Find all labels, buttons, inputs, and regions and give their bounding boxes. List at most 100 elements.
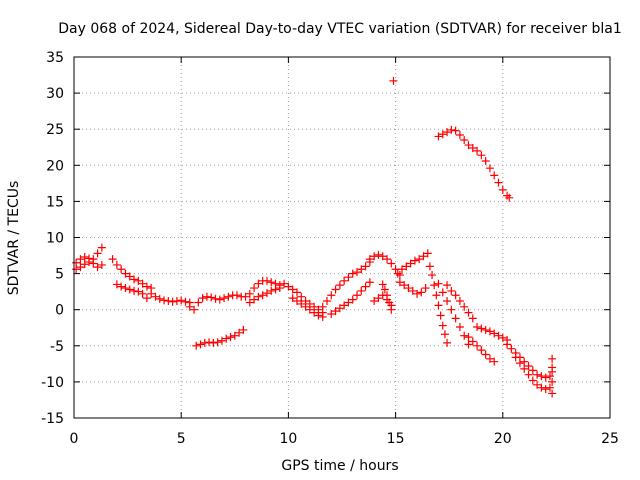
y-tick-label: -10 xyxy=(41,375,64,391)
data-point xyxy=(468,143,477,152)
data-point xyxy=(447,286,456,295)
data-point xyxy=(481,156,490,165)
y-tick-label: 25 xyxy=(46,122,64,138)
data-point xyxy=(398,265,407,274)
data-point xyxy=(198,294,207,303)
series-seg-5.4-7.8 xyxy=(185,291,246,314)
series-seg-18.6-19.6-sink xyxy=(464,333,499,366)
data-point xyxy=(548,377,557,386)
series-seg-14.9-outlier xyxy=(389,76,398,85)
data-point xyxy=(473,146,482,155)
data-point xyxy=(447,125,456,134)
data-point xyxy=(520,357,529,366)
data-point xyxy=(97,243,106,252)
data-point xyxy=(226,333,235,342)
x-tick-label: 25 xyxy=(601,431,619,447)
data-point xyxy=(217,336,226,345)
y-tick-label: 10 xyxy=(46,231,64,247)
data-point xyxy=(503,191,512,200)
y-tick-label: 20 xyxy=(46,158,64,174)
data-point xyxy=(387,259,396,268)
x-axis-label: GPS time / hours xyxy=(281,458,398,474)
data-point xyxy=(477,346,486,355)
data-point xyxy=(490,329,499,338)
data-point xyxy=(254,279,263,288)
series-seg-17-18.6-upper xyxy=(443,281,477,323)
y-tick-label: 5 xyxy=(55,267,64,283)
data-point xyxy=(548,354,557,363)
data-point xyxy=(232,291,241,300)
data-point xyxy=(468,314,477,323)
data-point xyxy=(365,278,374,287)
data-point xyxy=(485,164,494,173)
data-point xyxy=(505,193,514,202)
data-point xyxy=(425,262,434,271)
data-point xyxy=(434,132,443,141)
data-point xyxy=(485,354,494,363)
series-seg-8-9.6 xyxy=(241,276,284,301)
data-point xyxy=(138,279,147,288)
data-point xyxy=(297,299,306,308)
data-point xyxy=(164,297,173,306)
data-point xyxy=(404,284,413,293)
data-point xyxy=(292,297,301,306)
data-point xyxy=(447,305,456,314)
data-point xyxy=(533,380,542,389)
data-point xyxy=(507,344,516,353)
data-point xyxy=(185,302,194,311)
data-point xyxy=(207,293,216,302)
data-point xyxy=(548,363,557,372)
data-point xyxy=(455,130,464,139)
y-tick-label: 30 xyxy=(46,86,64,102)
data-point xyxy=(348,269,357,278)
data-point xyxy=(455,297,464,306)
data-point xyxy=(370,297,379,306)
data-point xyxy=(406,259,415,268)
data-point xyxy=(239,325,248,334)
data-point xyxy=(464,308,473,317)
data-point xyxy=(460,136,469,145)
data-point xyxy=(443,128,452,137)
data-point xyxy=(524,362,533,371)
data-point xyxy=(117,265,126,274)
data-point xyxy=(93,263,102,272)
data-point xyxy=(89,259,98,268)
data-point xyxy=(250,284,259,293)
x-tick-label: 10 xyxy=(279,431,297,447)
series-seg-3.6-5.4 xyxy=(147,289,194,307)
series-seg-20.6-22.2-lower xyxy=(511,353,554,394)
data-point xyxy=(357,265,366,274)
data-point xyxy=(428,271,437,280)
data-point xyxy=(353,291,362,300)
data-point xyxy=(410,256,419,265)
data-point xyxy=(134,276,143,285)
data-point xyxy=(301,302,310,311)
x-axis-ticks: 0 5 10 15 20 25 xyxy=(70,57,619,447)
y-axis-label: SDTVAR / TECUs xyxy=(6,181,22,296)
data-point xyxy=(421,284,430,293)
data-point xyxy=(485,327,494,336)
x-tick-label: 20 xyxy=(494,431,512,447)
data-point xyxy=(473,341,482,350)
data-point xyxy=(160,296,169,305)
data-point xyxy=(443,338,452,347)
data-point xyxy=(548,389,557,398)
data-point xyxy=(451,291,460,300)
data-point xyxy=(423,249,432,258)
data-point xyxy=(545,383,554,392)
data-point xyxy=(432,291,441,300)
data-point xyxy=(533,370,542,379)
data-point xyxy=(490,357,499,366)
data-point xyxy=(477,151,486,160)
data-point xyxy=(331,307,340,316)
data-point xyxy=(374,250,383,259)
data-points xyxy=(72,76,557,398)
data-point xyxy=(196,340,205,349)
data-point xyxy=(503,340,512,349)
data-point xyxy=(434,301,443,310)
data-point xyxy=(344,273,353,282)
x-tick-label: 5 xyxy=(177,431,186,447)
data-point xyxy=(288,294,297,303)
data-point xyxy=(383,291,392,300)
